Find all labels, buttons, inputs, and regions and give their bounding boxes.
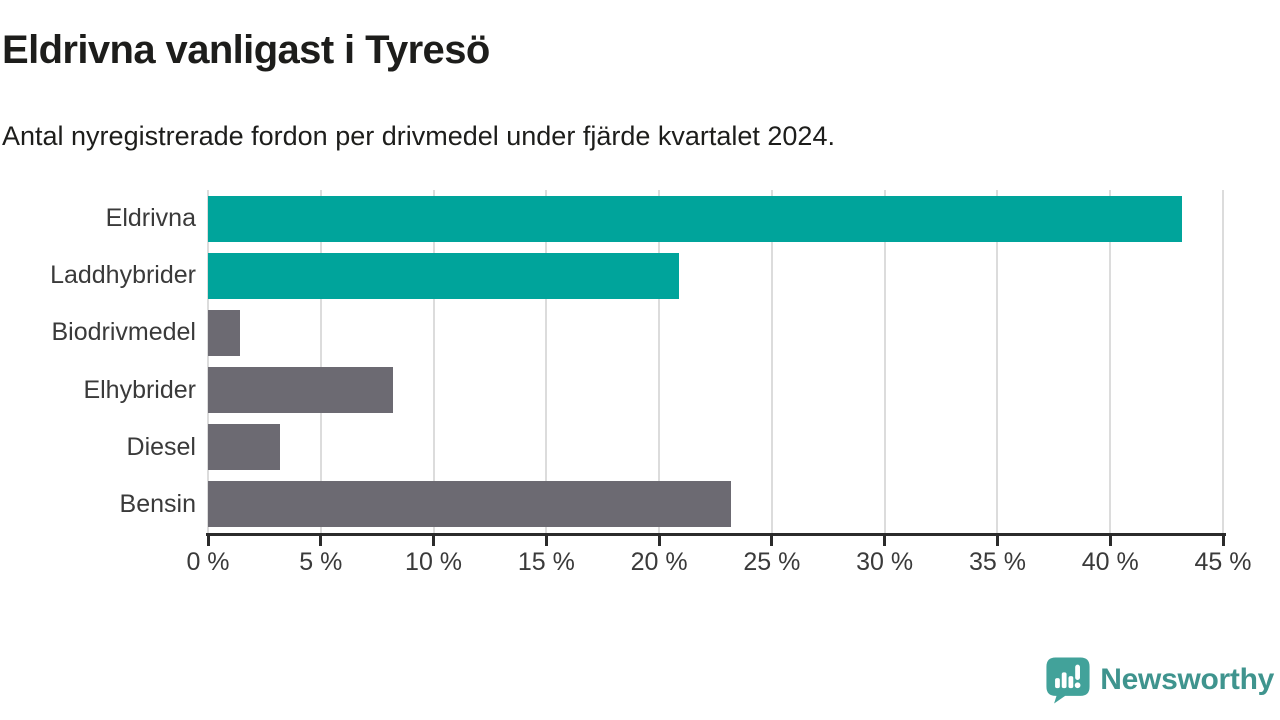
x-tick-label-0: 0 % bbox=[186, 548, 230, 576]
axis-tick-30 bbox=[883, 533, 887, 546]
category-label-elhybrider: Elhybrider bbox=[83, 375, 196, 404]
axis-tick-15 bbox=[544, 533, 548, 546]
x-tick-label-40: 40 % bbox=[1081, 548, 1139, 576]
category-label-biodrivmedel: Biodrivmedel bbox=[51, 318, 196, 347]
plot-area: 0 % 5 % 10 % 15 % 20 % 25 % 30 % 35 % 40 % 45 % bbox=[186, 190, 1251, 576]
axis-tick-10 bbox=[432, 533, 436, 546]
gridline-0 bbox=[207, 190, 209, 533]
x-tick-label-35: 35 % bbox=[968, 548, 1026, 576]
gridline-30 bbox=[883, 190, 886, 533]
gridline-40 bbox=[1109, 190, 1112, 533]
x-tick-label-45: 45 % bbox=[1194, 548, 1252, 576]
bar-laddhybrider bbox=[208, 252, 680, 299]
axis-tick-20 bbox=[657, 533, 661, 546]
axis-tick-0 bbox=[206, 533, 210, 546]
x-tick-label-20: 20 % bbox=[630, 548, 688, 576]
category-label-bensin: Bensin bbox=[119, 489, 196, 518]
chart-title: Eldrivna vanligast i Tyresö bbox=[2, 28, 490, 72]
bar-bensin bbox=[208, 481, 732, 528]
category-label-laddhybrider: Laddhybrider bbox=[50, 261, 196, 290]
x-axis-line bbox=[206, 533, 1226, 536]
axis-tick-40 bbox=[1108, 533, 1112, 546]
chart-subtitle: Antal nyregistrerade fordon per drivmede… bbox=[2, 121, 835, 151]
bar-elhybrider bbox=[208, 367, 393, 414]
newsworthy-logo-text: Newsworthy bbox=[1100, 663, 1274, 696]
bar-biodrivmedel bbox=[208, 309, 240, 356]
newsworthy-logo-icon bbox=[1046, 657, 1090, 704]
gridline-25 bbox=[770, 190, 773, 533]
gridline-45 bbox=[1222, 190, 1224, 533]
gridline-5 bbox=[319, 190, 322, 533]
gridline-20 bbox=[658, 190, 661, 533]
x-tick-label-5: 5 % bbox=[299, 548, 343, 576]
x-tick-label-30: 30 % bbox=[856, 548, 914, 576]
bar-eldrivna bbox=[208, 195, 1183, 242]
axis-tick-25 bbox=[770, 533, 774, 546]
category-labels-column: Eldrivna Laddhybrider Biodrivmedel Elhybrid… bbox=[0, 190, 196, 533]
bar-diesel bbox=[208, 424, 281, 471]
x-tick-label-10: 10 % bbox=[405, 548, 463, 576]
axis-tick-45 bbox=[1221, 533, 1225, 546]
axis-tick-5 bbox=[319, 533, 323, 546]
category-label-eldrivna: Eldrivna bbox=[105, 204, 196, 232]
category-label-diesel: Diesel bbox=[126, 432, 196, 461]
axis-tick-35 bbox=[995, 533, 999, 546]
gridline-35 bbox=[996, 190, 999, 533]
gridline-15 bbox=[545, 190, 548, 533]
x-tick-label-15: 15 % bbox=[517, 548, 575, 576]
newsworthy-logo: Newsworthy bbox=[1045, 656, 1274, 704]
x-tick-label-25: 25 % bbox=[743, 548, 801, 576]
gridline-10 bbox=[432, 190, 435, 533]
